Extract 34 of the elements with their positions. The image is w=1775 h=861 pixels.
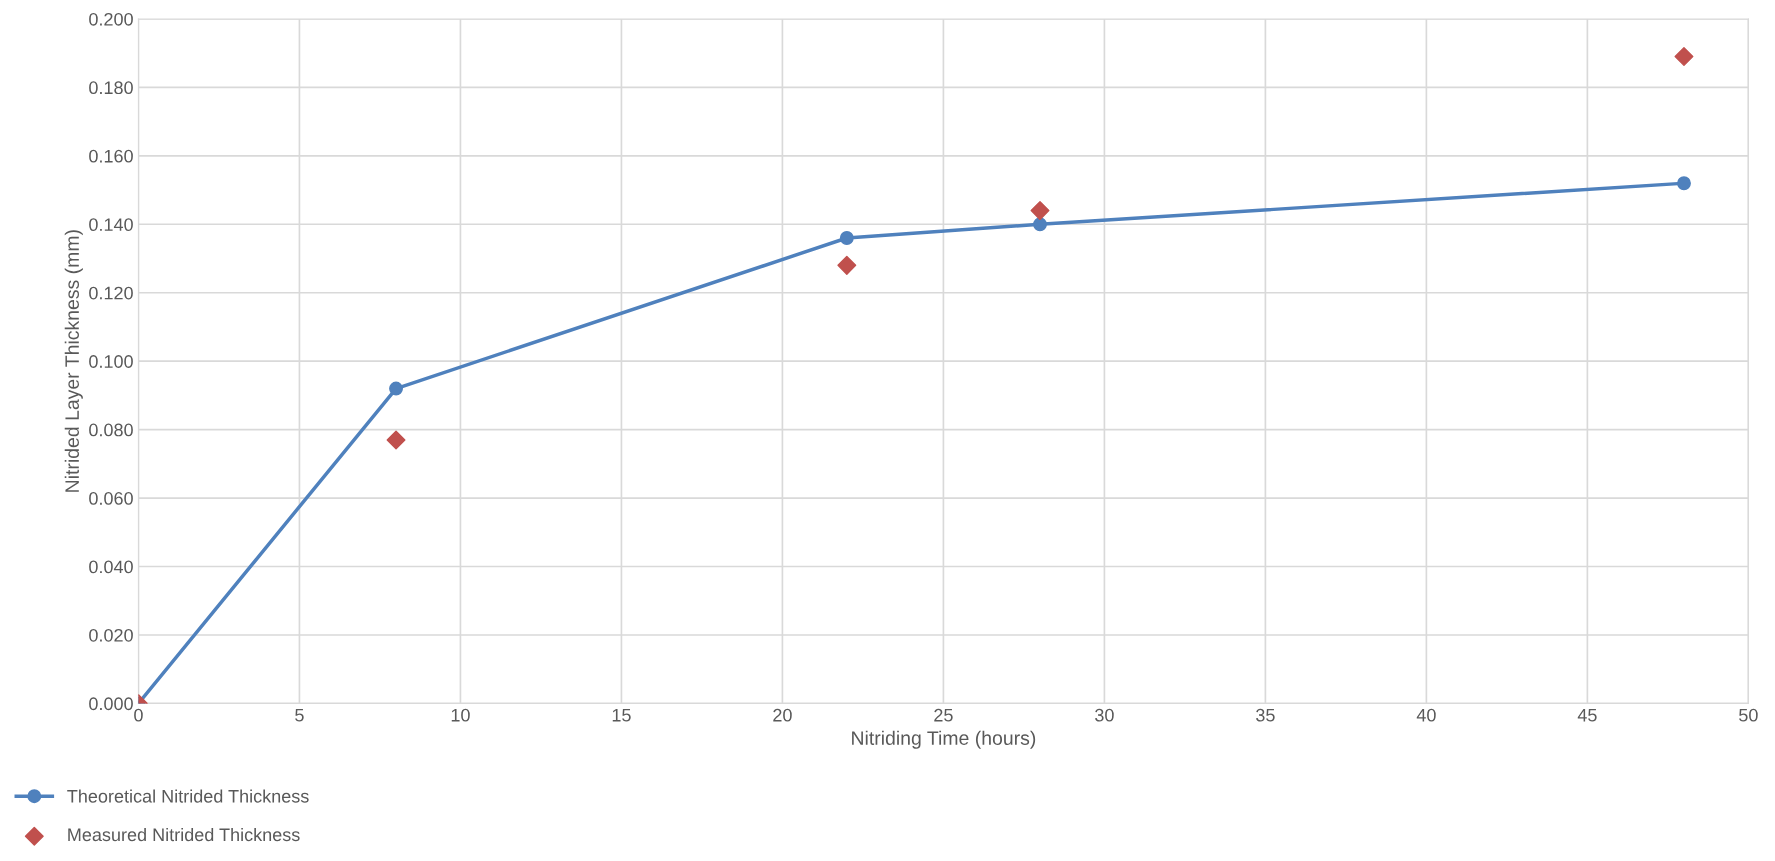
- y-tick-label: 0.100: [89, 355, 133, 368]
- x-tick-label: 20: [773, 708, 792, 722]
- point: [1674, 47, 1694, 67]
- y-tick-label: 0.120: [89, 286, 133, 300]
- point: [1030, 201, 1050, 221]
- x-tick-label: 35: [1256, 708, 1275, 722]
- y-tick-label: 0.020: [89, 628, 133, 642]
- x-axis-title: Nitriding Time (hours): [852, 730, 1036, 749]
- x-tick-label: 50: [1739, 708, 1758, 722]
- point: [1033, 217, 1047, 232]
- y-tick-label: 0.060: [89, 492, 133, 505]
- point: [1677, 176, 1691, 191]
- x-tick-label: 10: [451, 708, 470, 722]
- x-tick-label: 15: [612, 708, 631, 722]
- y-tick-label: 0.180: [89, 81, 133, 95]
- point: [839, 231, 854, 245]
- x-tick-label: 40: [1416, 708, 1436, 722]
- point: [386, 430, 406, 450]
- x-tick-label: 45: [1577, 708, 1597, 722]
- point: [389, 381, 403, 396]
- y-tick-label: 0.140: [89, 218, 133, 232]
- y-tick-label: 0.200: [89, 12, 133, 26]
- y-tick-label: 0.000: [89, 697, 133, 711]
- y-tick-label: 0.080: [89, 423, 133, 437]
- x-tick-label: 5: [295, 708, 304, 722]
- x-tick-label: 30: [1095, 708, 1114, 722]
- y-tick-label: 0.040: [89, 560, 133, 574]
- legend-label: Measured Nitrided Thickness: [68, 827, 300, 842]
- y-tick-label: 0.160: [89, 149, 133, 163]
- x-tick-label: 25: [934, 708, 953, 722]
- x-tick-label: 0: [134, 708, 143, 722]
- y-axis-title: Nitrided Layer Thickness (mm): [64, 230, 83, 492]
- point: [837, 255, 857, 275]
- legend-label: Theoretical Nitrided Thickness: [67, 789, 309, 803]
